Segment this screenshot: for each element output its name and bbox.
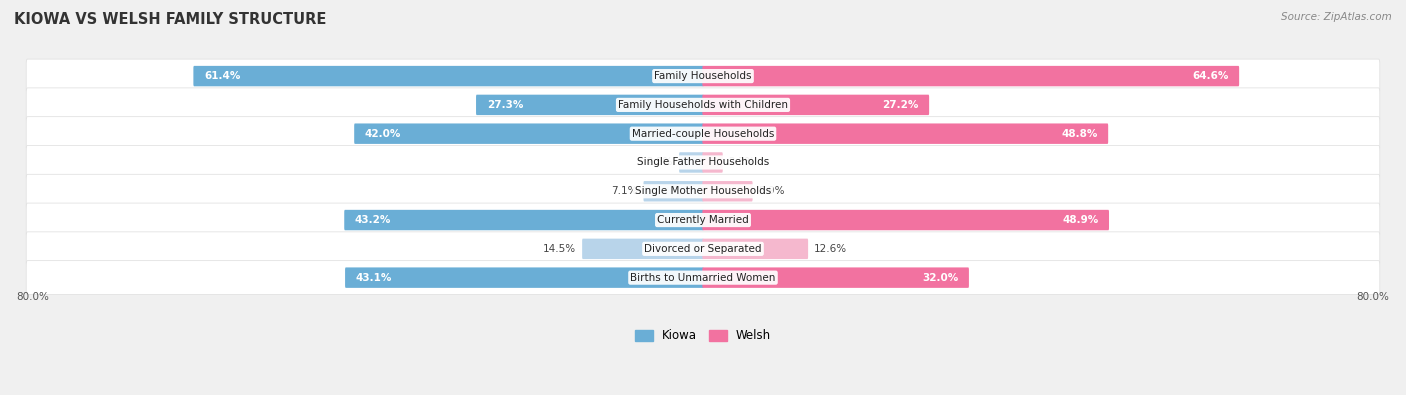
Text: KIOWA VS WELSH FAMILY STRUCTURE: KIOWA VS WELSH FAMILY STRUCTURE: [14, 12, 326, 27]
Text: Family Households with Children: Family Households with Children: [619, 100, 787, 110]
FancyBboxPatch shape: [703, 181, 752, 201]
Text: 5.9%: 5.9%: [759, 186, 785, 196]
FancyBboxPatch shape: [27, 88, 1379, 122]
FancyBboxPatch shape: [644, 181, 703, 201]
FancyBboxPatch shape: [194, 66, 703, 87]
Text: Married-couple Households: Married-couple Households: [631, 129, 775, 139]
Text: 42.0%: 42.0%: [364, 129, 401, 139]
Text: Births to Unmarried Women: Births to Unmarried Women: [630, 273, 776, 283]
FancyBboxPatch shape: [27, 174, 1379, 208]
Text: 12.6%: 12.6%: [814, 244, 848, 254]
FancyBboxPatch shape: [703, 267, 969, 288]
Text: Currently Married: Currently Married: [657, 215, 749, 225]
Text: Single Father Households: Single Father Households: [637, 158, 769, 167]
FancyBboxPatch shape: [703, 152, 723, 173]
Text: 43.1%: 43.1%: [356, 273, 392, 283]
Text: 80.0%: 80.0%: [1357, 292, 1389, 302]
Text: 61.4%: 61.4%: [204, 71, 240, 81]
FancyBboxPatch shape: [27, 59, 1379, 93]
Legend: Kiowa, Welsh: Kiowa, Welsh: [630, 325, 776, 347]
Text: 7.1%: 7.1%: [612, 186, 637, 196]
Text: Single Mother Households: Single Mother Households: [636, 186, 770, 196]
FancyBboxPatch shape: [582, 239, 703, 259]
FancyBboxPatch shape: [703, 95, 929, 115]
FancyBboxPatch shape: [27, 203, 1379, 237]
Text: Family Households: Family Households: [654, 71, 752, 81]
FancyBboxPatch shape: [27, 117, 1379, 150]
Text: 64.6%: 64.6%: [1192, 71, 1229, 81]
Text: Source: ZipAtlas.com: Source: ZipAtlas.com: [1281, 12, 1392, 22]
Text: 27.3%: 27.3%: [486, 100, 523, 110]
FancyBboxPatch shape: [703, 124, 1108, 144]
FancyBboxPatch shape: [703, 239, 808, 259]
FancyBboxPatch shape: [703, 210, 1109, 230]
FancyBboxPatch shape: [477, 95, 703, 115]
FancyBboxPatch shape: [344, 267, 703, 288]
FancyBboxPatch shape: [679, 152, 703, 173]
Text: Divorced or Separated: Divorced or Separated: [644, 244, 762, 254]
Text: 48.8%: 48.8%: [1062, 129, 1098, 139]
Text: 14.5%: 14.5%: [543, 244, 576, 254]
Text: 2.3%: 2.3%: [728, 158, 755, 167]
Text: 80.0%: 80.0%: [17, 292, 49, 302]
Text: 2.8%: 2.8%: [647, 158, 673, 167]
FancyBboxPatch shape: [27, 261, 1379, 295]
Text: 48.9%: 48.9%: [1062, 215, 1098, 225]
FancyBboxPatch shape: [703, 66, 1239, 87]
FancyBboxPatch shape: [354, 124, 703, 144]
Text: 43.2%: 43.2%: [354, 215, 391, 225]
FancyBboxPatch shape: [344, 210, 703, 230]
Text: 27.2%: 27.2%: [882, 100, 918, 110]
FancyBboxPatch shape: [27, 232, 1379, 266]
Text: 32.0%: 32.0%: [922, 273, 959, 283]
FancyBboxPatch shape: [27, 145, 1379, 179]
